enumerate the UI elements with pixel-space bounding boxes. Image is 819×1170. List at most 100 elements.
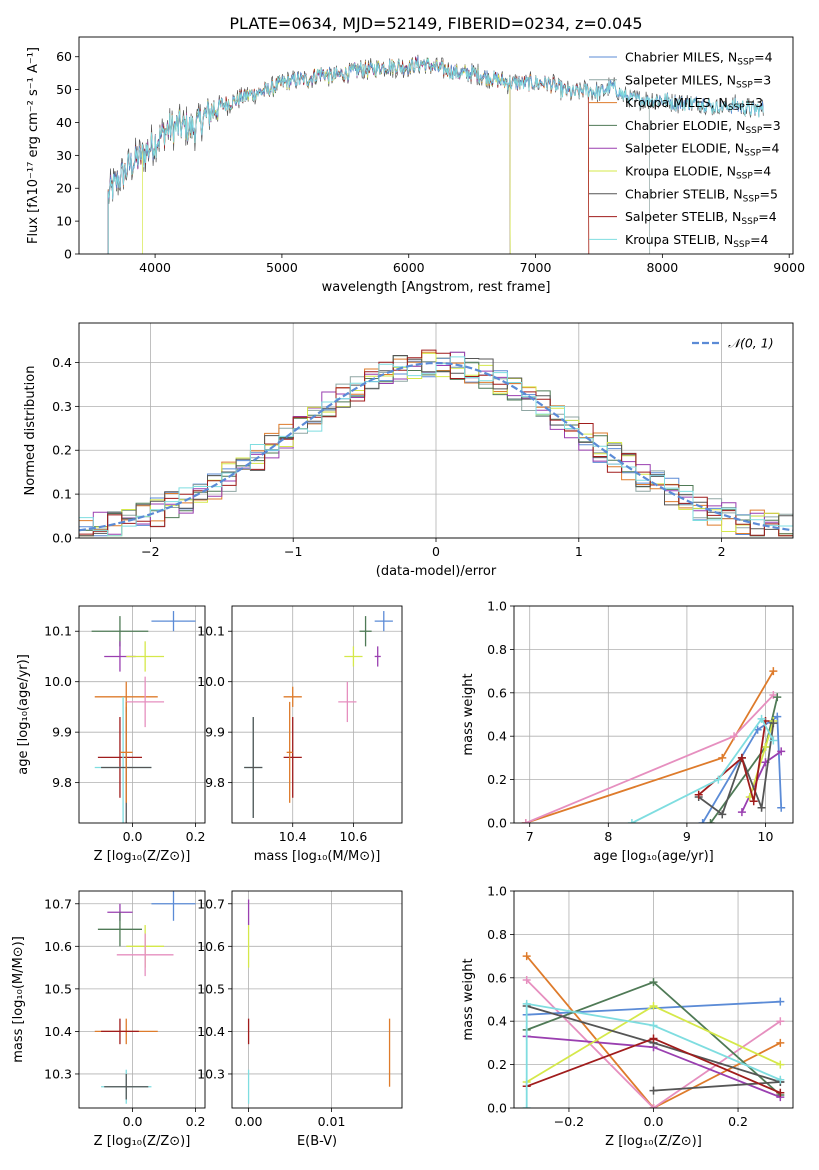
y-tick-label: 10 [56, 214, 72, 229]
legend-entry-sub: SSP [745, 126, 762, 136]
spectrum-x-axis-label: wavelength [Angstrom, rest frame] [322, 280, 551, 295]
legend-entry: Salpeter ELODIE, NSSP=4 [625, 141, 780, 159]
mass_weight_vs_age-y-axis-label: mass weight [461, 673, 476, 755]
series-marker [757, 714, 766, 723]
series-line [701, 715, 783, 823]
mass_weight_vs_age-x-axis-label: age [log₁₀(age/yr)] [593, 849, 714, 864]
y-tick-label: 0.2 [487, 772, 507, 787]
series-line [526, 979, 781, 1108]
x-tick-label: 0 [432, 544, 440, 559]
residuals-y-axis-label: Normed distribution [23, 366, 38, 496]
x-tick-label: 0.2 [728, 1114, 748, 1129]
spectrum-line-kroupa-miles [107, 57, 590, 254]
age_vs_mass-x-axis-label: mass [log₁₀(M/M⊙)] [254, 849, 381, 864]
spectrum-frame [78, 36, 794, 255]
y-tick-label: 10.1 [44, 624, 72, 639]
x-tick-label: 0.0 [644, 1114, 664, 1129]
legend-entry-sub: SSP [737, 58, 754, 68]
series-marker [730, 732, 739, 741]
mass_weight_vs_Z-y-axis-label: mass weight [461, 958, 476, 1040]
series-line [526, 955, 781, 1108]
data-point [286, 701, 293, 803]
y-tick-label: 10.6 [197, 939, 225, 954]
age_vs_Z-frame [78, 605, 206, 824]
residuals-plot-area [79, 349, 793, 538]
y-tick-label: 10.7 [44, 896, 72, 911]
legend-entry-base: Chabrier MILES, N [625, 50, 737, 65]
data-point [374, 646, 381, 667]
series-marker [757, 803, 766, 812]
data-point [338, 681, 357, 723]
legend-entry-base: Salpeter ELODIE, N [625, 141, 744, 156]
mass_weight_vs_Z-x-axis-label: Z [log₁₀(Z/Z⊙)] [605, 1134, 702, 1149]
legend-entry-tail: =5 [760, 186, 778, 201]
mass_vs_ebv-frame [231, 890, 403, 1109]
series-marker [649, 978, 658, 987]
x-tick-label: 0.01 [318, 1114, 346, 1129]
legend-entry-tail: =4 [753, 164, 771, 179]
series-line [525, 1002, 781, 1108]
series-marker [522, 999, 531, 1008]
spectrum-line-kroupa-stelib [107, 58, 764, 254]
legend-entry-tail: =3 [753, 72, 771, 87]
series-marker [737, 808, 746, 817]
x-tick-label: 9 [683, 829, 691, 844]
mass_vs_ebv-x-axis-label: E(B-V) [297, 1134, 337, 1149]
y-tick-label: 40 [56, 115, 72, 130]
y-tick-label: 50 [56, 82, 72, 97]
age_vs_Z-ticks: 0.0 0.2 9.8 9.9 10.0 10.1 [44, 624, 205, 844]
mass_weight_vs_Z-plot-area [522, 952, 785, 1108]
x-tick-label: 2 [718, 544, 726, 559]
x-tick-label: 6000 [393, 260, 425, 275]
legend-entry-tail: =3 [762, 118, 780, 133]
x-tick-label: 0.0 [123, 1114, 143, 1129]
age_vs_mass-frame [231, 605, 403, 824]
data-point [126, 676, 165, 728]
y-tick-label: 60 [56, 49, 72, 64]
series-marker [769, 667, 778, 676]
y-tick-label: 0.0 [487, 816, 507, 831]
mass_vs_ebv-grid [232, 891, 402, 1108]
y-tick-label: 20 [56, 181, 72, 196]
x-tick-label: 0.2 [186, 1114, 206, 1129]
legend-entry-base: Kroupa STELIB, N [625, 232, 733, 247]
legend-entry-sub: SSP [728, 103, 745, 113]
y-tick-label: 0.6 [487, 970, 507, 985]
legend-entry: Chabrier STELIB, NSSP=5 [625, 186, 778, 204]
series-marker [649, 1002, 658, 1011]
series-marker [761, 743, 770, 752]
mass_vs_Z-axes: 0.0 0.2 10.3 10.4 10.5 10.6 10.7 Z [log₁₀(Z/Z⊙)… [11, 890, 206, 1149]
series-marker [776, 1075, 785, 1084]
spectrum-line-chabrier-elodie [107, 56, 511, 254]
mass_weight_vs_age-ticks: 7 8 9 10 0.0 0.2 0.4 0.6 0.8 1.0 [487, 599, 773, 845]
y-tick-label: 9.9 [52, 725, 72, 740]
series-marker [777, 747, 786, 756]
legend-entry-base: Salpeter STELIB, N [625, 209, 741, 224]
series-marker [521, 819, 530, 823]
legend-entry: Kroupa STELIB, NSSP=4 [625, 232, 769, 250]
y-tick-label: 0.6 [487, 685, 507, 700]
series-marker [776, 1088, 785, 1097]
mass_vs_Z-y-axis-label: mass [log₁₀(M/M⊙)] [11, 936, 26, 1063]
age_vs_Z-axes: 0.0 0.2 9.8 9.9 10.0 10.1 Z [log₁₀(Z/Z⊙)] age [… [16, 605, 206, 864]
mass_vs_ebv-axes: 0.00 0.01 10.3 10.4 10.5 10.6 10.7 E(B-V) [197, 890, 403, 1149]
residuals-frame [78, 322, 794, 539]
series-marker [649, 1086, 658, 1095]
mass_vs_Z-frame [78, 890, 206, 1109]
legend-entry: Salpeter MILES, NSSP=3 [625, 72, 771, 90]
y-tick-label: 9.9 [205, 725, 225, 740]
series-marker [694, 790, 703, 799]
mass_weight_vs_Z-ticks: −0.2 0.0 0.2 0.0 0.2 0.4 0.6 0.8 1.0 [487, 884, 748, 1130]
series-marker [522, 975, 531, 984]
y-tick-label: 0.8 [487, 642, 507, 657]
histogram-kroupa-stelib [79, 356, 793, 538]
spectrum-axes: 4000 5000 6000 7000 8000 9000 0 10 20 30 40 50 60 wav… [26, 36, 805, 295]
data-point [359, 616, 372, 647]
data-point [244, 717, 263, 818]
mass_vs_ebv-ticks: 0.00 0.01 10.3 10.4 10.5 10.6 10.7 [197, 896, 345, 1129]
series-line [525, 670, 775, 823]
data-point [126, 641, 165, 672]
data-point [119, 701, 133, 803]
data-point [116, 933, 174, 977]
